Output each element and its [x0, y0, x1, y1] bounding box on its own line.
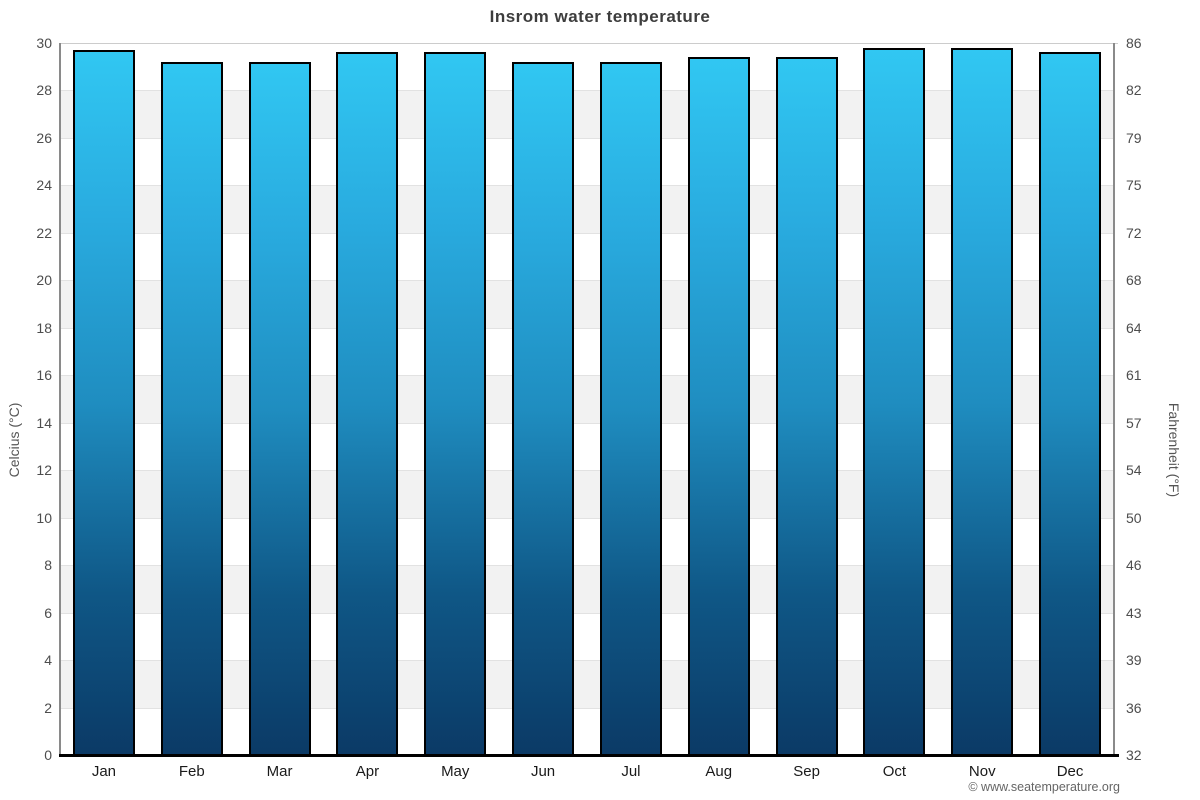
- left-axis-line: [59, 43, 61, 755]
- background-band: [60, 232, 1114, 281]
- background-band: [60, 565, 1114, 613]
- gridline-30c: [60, 43, 1118, 44]
- gridline-6c: [60, 612, 1114, 614]
- celsius-tick-28: 28: [36, 82, 52, 99]
- fahrenheit-tick-57: 57: [1126, 414, 1142, 431]
- fahrenheit-tick-79: 79: [1126, 129, 1142, 146]
- fahrenheit-tick-43: 43: [1126, 604, 1142, 621]
- celsius-tick-30: 30: [36, 35, 52, 51]
- fahrenheit-tick-72: 72: [1126, 224, 1142, 241]
- background-band: [60, 327, 1114, 376]
- background-band: [60, 660, 1114, 708]
- fahrenheit-tick-61: 61: [1126, 367, 1142, 384]
- month-label-feb: Feb: [178, 763, 205, 780]
- background-band: [60, 375, 1114, 423]
- fahrenheit-tick-39: 39: [1126, 652, 1142, 669]
- celsius-tick-16: 16: [36, 367, 52, 384]
- gridline-20c: [60, 280, 1114, 282]
- celsius-tick-26: 26: [36, 129, 52, 146]
- month-label-may: May: [441, 763, 470, 780]
- bar-sep: [775, 57, 838, 755]
- bar-mar: [248, 61, 311, 755]
- month-label-jan: Jan: [91, 763, 116, 780]
- bar-jan: [72, 50, 135, 755]
- month-label-aug: Aug: [705, 763, 733, 780]
- celsius-tick-0: 0: [44, 747, 52, 763]
- gridline-16c: [60, 375, 1114, 377]
- background-band: [60, 707, 1114, 755]
- month-label-jun: Jun: [530, 763, 556, 780]
- month-label-jul: Jul: [621, 763, 641, 780]
- background-band: [60, 470, 1114, 518]
- month-label-sep: Sep: [793, 763, 820, 780]
- gridline-26c: [60, 137, 1114, 139]
- bar-aug: [687, 57, 750, 755]
- celsius-tick-10: 10: [36, 509, 52, 526]
- fahrenheit-tick-64: 64: [1126, 319, 1142, 336]
- fahrenheit-tick-68: 68: [1126, 272, 1142, 289]
- background-band: [60, 185, 1114, 233]
- background-band: [60, 422, 1114, 471]
- gridline-24c: [60, 185, 1114, 187]
- gridline-4c: [60, 660, 1114, 662]
- background-band: [60, 517, 1114, 566]
- fahrenheit-tick-32: 32: [1126, 747, 1142, 763]
- gridline-8c: [60, 565, 1114, 567]
- celsius-tick-18: 18: [36, 319, 52, 336]
- bar-nov: [951, 47, 1014, 755]
- celsius-tick-4: 4: [44, 652, 52, 669]
- fahrenheit-tick-86: 86: [1126, 35, 1142, 51]
- gridline-10c: [60, 517, 1114, 519]
- bar-feb: [160, 61, 223, 755]
- celsius-tick-6: 6: [44, 604, 52, 621]
- right-axis-line: [1113, 43, 1115, 755]
- fahrenheit-tick-82: 82: [1126, 82, 1142, 99]
- background-band: [60, 280, 1114, 328]
- fahrenheit-tick-54: 54: [1126, 462, 1142, 479]
- bar-may: [424, 52, 487, 755]
- month-label-oct: Oct: [882, 763, 907, 780]
- bar-apr: [336, 52, 399, 755]
- gridline-12c: [60, 470, 1114, 472]
- fahrenheit-tick-50: 50: [1126, 509, 1142, 526]
- x-axis-line: [59, 754, 1119, 757]
- background-band: [60, 137, 1114, 186]
- celsius-tick-2: 2: [44, 699, 52, 716]
- background-band: [60, 90, 1114, 138]
- celsius-tick-8: 8: [44, 557, 52, 574]
- gridline-2c: [60, 707, 1114, 709]
- celsius-tick-22: 22: [36, 224, 52, 241]
- gridline-18c: [60, 327, 1114, 329]
- fahrenheit-axis-title: Fahrenheit (°F): [1166, 402, 1182, 498]
- gridline-28c: [60, 90, 1114, 92]
- fahrenheit-tick-36: 36: [1126, 699, 1142, 716]
- month-label-mar: Mar: [266, 763, 293, 780]
- chart-title: Insrom water temperature: [489, 7, 711, 26]
- celsius-axis-title: Celcius (°C): [6, 402, 22, 478]
- bar-oct: [863, 47, 926, 755]
- gridline-22c: [60, 232, 1114, 234]
- month-label-nov: Nov: [968, 763, 996, 780]
- celsius-tick-24: 24: [36, 177, 52, 194]
- fahrenheit-tick-46: 46: [1126, 557, 1142, 574]
- celsius-tick-14: 14: [36, 414, 52, 431]
- plot-area: [60, 43, 1118, 755]
- background-band: [60, 43, 1114, 91]
- copyright-attribution: © www.seatemperature.org: [968, 780, 1120, 794]
- gridline-14c: [60, 422, 1114, 424]
- fahrenheit-tick-75: 75: [1126, 177, 1142, 194]
- bar-dec: [1039, 52, 1102, 755]
- celsius-tick-20: 20: [36, 272, 52, 289]
- month-label-dec: Dec: [1056, 763, 1084, 780]
- bar-jul: [599, 61, 662, 755]
- celsius-tick-12: 12: [36, 462, 52, 479]
- background-band: [60, 612, 1114, 661]
- month-label-apr: Apr: [355, 763, 380, 780]
- bar-jun: [512, 61, 575, 755]
